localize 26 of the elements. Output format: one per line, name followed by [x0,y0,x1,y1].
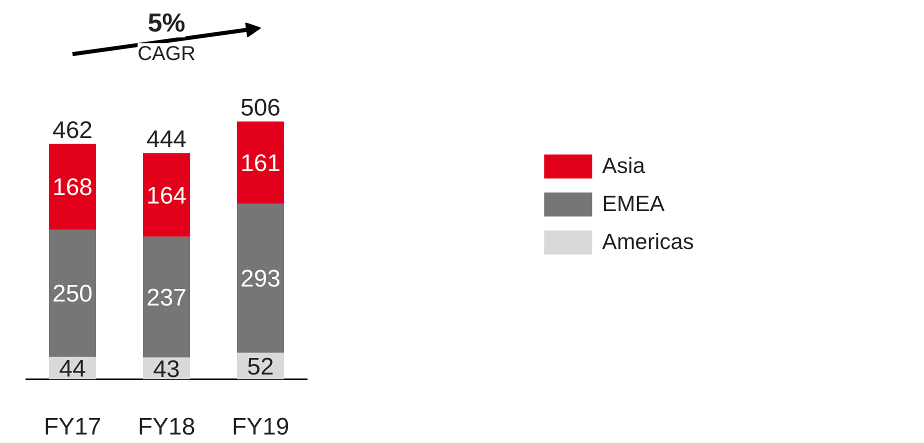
data-label: 43 [153,356,180,383]
legend-label: EMEA [602,190,665,216]
bar [143,236,190,358]
legend-label: Americas [602,228,694,254]
data-label: 52 [247,354,274,381]
x-tick-label: FY19 [232,414,290,440]
text: CAGR [138,43,196,66]
bar [237,122,284,204]
data-label: 293 [240,266,281,293]
x-tick-label: FY17 [44,414,102,440]
bar [49,230,96,357]
data-label: 164 [146,182,187,210]
total-label: 506 [240,94,281,122]
x-tick-label: FY18 [138,414,196,440]
data-label: 237 [146,284,187,312]
text: 5% [148,7,186,38]
data-label: 250 [52,280,93,308]
total-label: 444 [146,126,187,154]
data-label: 44 [59,356,86,383]
bar [237,204,284,353]
bar [143,153,190,237]
data-label: 161 [240,150,281,178]
legend-label: Asia [602,152,645,178]
total-label: 462 [52,116,93,144]
bar [49,144,96,230]
data-label: 168 [52,174,93,202]
